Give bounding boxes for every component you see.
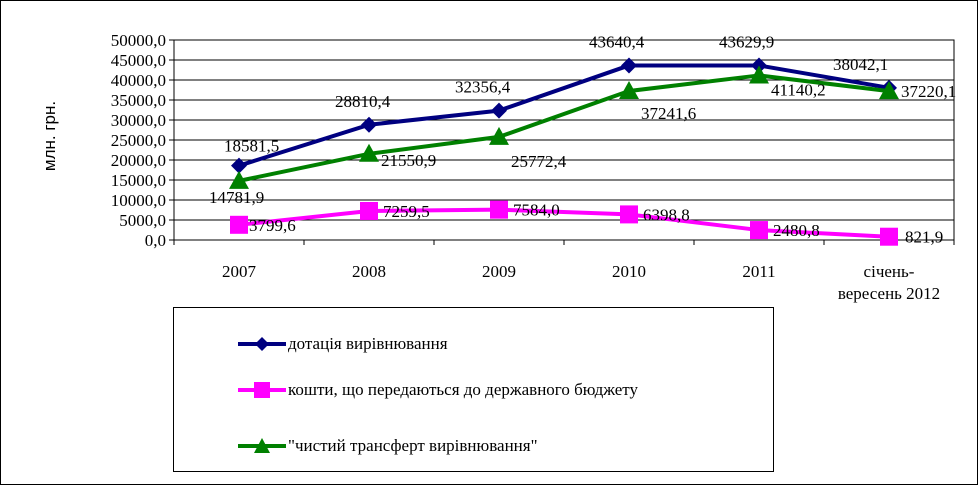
- data-point: [619, 81, 639, 100]
- y-tick-label: 10000,0: [111, 191, 166, 210]
- legend-label: "чистий трансферт вирівнювання": [288, 436, 538, 455]
- data-point: [231, 157, 247, 174]
- legend-item-equalization-grant: дотація вирівнювання: [238, 332, 448, 356]
- data-label: 14781,9: [209, 188, 264, 207]
- data-label: 38042,1: [833, 55, 888, 74]
- series-line: [238, 63, 890, 168]
- data-point: [491, 102, 507, 119]
- data-point: [880, 227, 898, 246]
- data-label: 18581,5: [224, 137, 279, 156]
- data-label: 41140,2: [771, 80, 826, 99]
- legend-item-net-equalization-transfer: "чистий трансферт вирівнювання": [238, 434, 538, 458]
- data-label: 37241,6: [641, 104, 696, 123]
- x-tick-label: 2008: [352, 262, 386, 281]
- data-point: [360, 201, 378, 220]
- data-label: 821,9: [905, 228, 943, 247]
- x-tick-label: 2011: [742, 262, 775, 281]
- data-point: [620, 205, 638, 224]
- x-tick-label: 2009: [482, 262, 516, 281]
- data-label: 32356,4: [455, 78, 511, 97]
- y-tick-label: 25000,0: [111, 131, 166, 150]
- y-axis-label: млн. грн.: [40, 100, 59, 172]
- data-label: 43640,4: [589, 32, 645, 51]
- y-tick-label: 30000,0: [111, 111, 166, 130]
- data-point: [750, 221, 768, 240]
- data-point: [621, 57, 637, 74]
- data-point: [230, 215, 248, 234]
- y-tick-label: 5000,0: [119, 211, 166, 230]
- legend-label: дотація вирівнювання: [288, 334, 448, 353]
- y-tick-label: 0,0: [145, 231, 166, 250]
- data-label: 6398,8: [643, 205, 690, 224]
- data-label: 2480,8: [773, 221, 820, 240]
- series-line: [238, 73, 890, 183]
- legend-item-transfers-to-state-budget: кошти, що передаються до державного бюдж…: [238, 378, 638, 402]
- legend-swatch-square: [238, 382, 286, 398]
- y-tick-label: 20000,0: [111, 151, 166, 170]
- y-tick-label: 35000,0: [111, 91, 166, 110]
- data-point: [489, 126, 509, 145]
- legend: дотація вирівнювання кошти, що передають…: [173, 307, 774, 472]
- data-label: 43629,9: [719, 32, 774, 51]
- data-point: [229, 170, 249, 189]
- y-tick-label: 15000,0: [111, 171, 166, 190]
- data-label: 37220,1: [901, 82, 956, 101]
- legend-label: кошти, що передаються до державного бюдж…: [288, 380, 639, 399]
- legend-swatch-triangle: [238, 438, 286, 453]
- data-label: 3799,6: [249, 216, 296, 235]
- data-label: 21550,9: [381, 151, 436, 170]
- data-label: 28810,4: [335, 92, 391, 111]
- data-point: [749, 65, 769, 84]
- y-tick-label: 50000,0: [111, 31, 166, 50]
- data-point: [879, 81, 899, 100]
- data-label: 7584,0: [513, 201, 560, 220]
- y-tick-label: 40000,0: [111, 71, 166, 90]
- legend-swatch-diamond: [238, 337, 286, 351]
- x-tick-label: 2007: [222, 262, 257, 281]
- data-point: [361, 116, 377, 133]
- data-point: [359, 143, 379, 162]
- x-tick-label: 2010: [612, 262, 646, 281]
- x-tick-label: січень-вересень 2012: [838, 262, 940, 303]
- y-tick-label: 45000,0: [111, 51, 166, 70]
- data-label: 7259,5: [383, 202, 430, 221]
- data-label: 25772,4: [511, 152, 567, 171]
- data-point: [490, 200, 508, 219]
- series-line: [238, 207, 890, 239]
